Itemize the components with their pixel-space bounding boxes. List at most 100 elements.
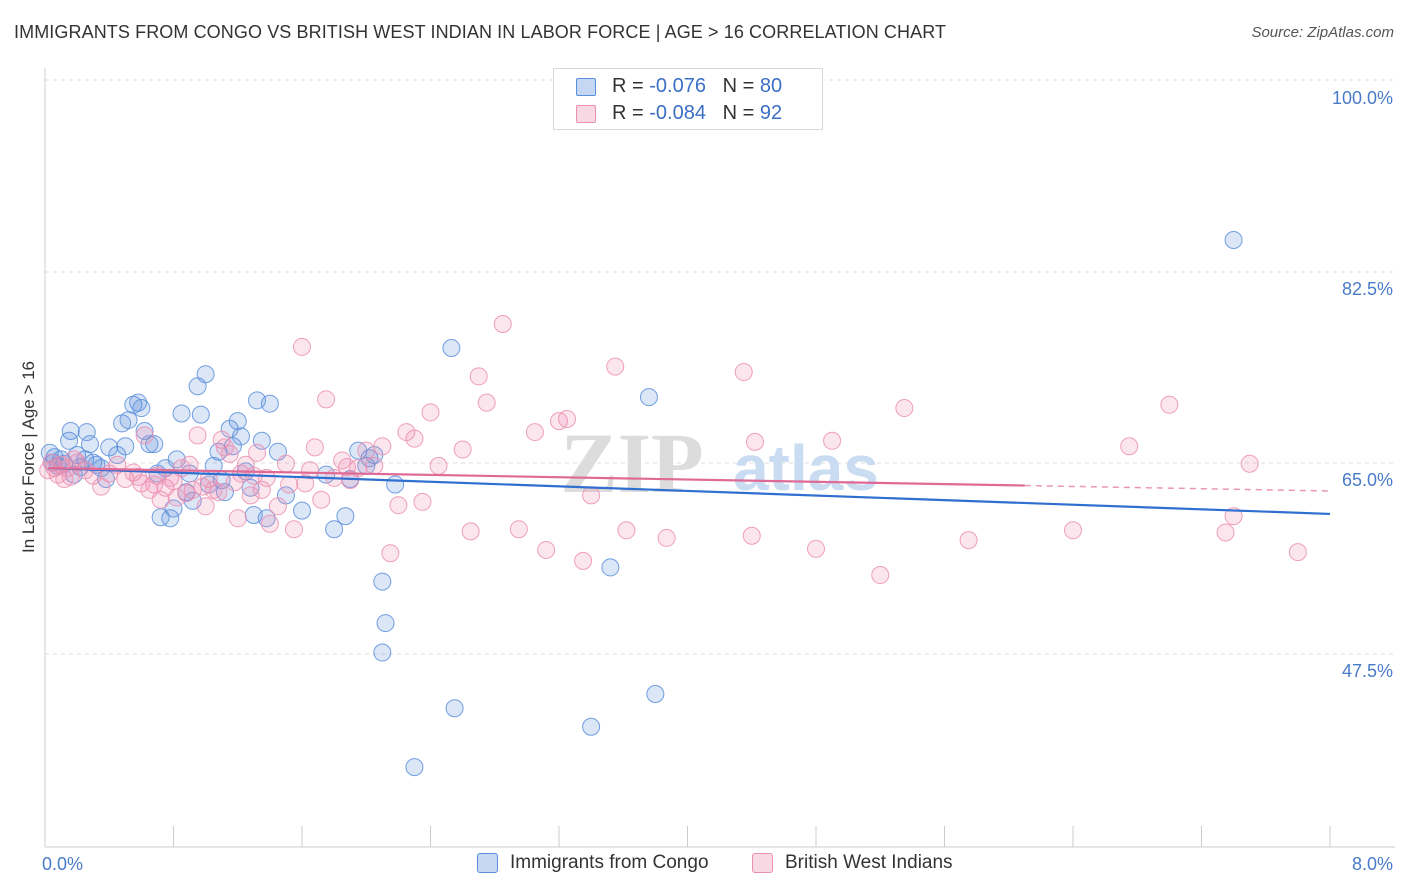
data-point xyxy=(119,411,138,430)
data-point xyxy=(336,507,355,526)
data-point xyxy=(389,496,408,515)
data-point xyxy=(1224,230,1243,249)
data-point xyxy=(209,483,228,502)
data-point xyxy=(135,426,154,445)
data-point xyxy=(745,432,764,451)
data-point xyxy=(421,403,440,422)
trend-line-bwi-extrapolated xyxy=(1024,484,1331,492)
data-point xyxy=(64,465,83,484)
x-tick-label: 0.0% xyxy=(42,854,83,874)
data-point xyxy=(196,365,215,384)
data-point xyxy=(252,431,271,450)
legend-swatch-bwi xyxy=(752,853,773,873)
data-point xyxy=(193,477,212,496)
data-point xyxy=(1224,507,1243,526)
r-value-bwi: -0.084 xyxy=(649,102,706,124)
r-label: R = xyxy=(612,75,644,97)
r-value-congo: -0.076 xyxy=(649,75,706,97)
data-point xyxy=(646,685,665,704)
data-point xyxy=(228,509,247,528)
data-point xyxy=(252,480,271,499)
data-point xyxy=(734,363,753,382)
data-point xyxy=(493,315,512,334)
data-point xyxy=(231,427,250,446)
data-point xyxy=(807,539,825,558)
data-point xyxy=(1160,395,1179,414)
data-point xyxy=(1288,543,1307,562)
data-point xyxy=(167,488,186,507)
data-point xyxy=(537,540,556,559)
data-point xyxy=(172,404,191,423)
bwi-swatch xyxy=(576,105,596,123)
data-point xyxy=(183,480,202,499)
trend-line-bwi xyxy=(48,466,1025,487)
data-point xyxy=(220,444,239,463)
data-point xyxy=(191,405,210,424)
data-point xyxy=(260,394,279,413)
data-point xyxy=(257,468,276,487)
data-point xyxy=(574,551,593,570)
data-point xyxy=(228,412,247,431)
data-point xyxy=(317,390,336,409)
data-point xyxy=(325,520,344,539)
trend-lines xyxy=(48,466,1331,516)
y-axis-title: In Labor Force | Age > 16 xyxy=(19,361,38,553)
data-point xyxy=(92,477,111,496)
bottom-legend: Immigrants from Congo British West India… xyxy=(0,852,1406,878)
data-point xyxy=(241,486,260,505)
data-point xyxy=(248,443,267,462)
data-point xyxy=(204,480,223,499)
watermark-zip: ZIP xyxy=(560,415,703,511)
chart-title: IMMIGRANTS FROM CONGO VS BRITISH WEST IN… xyxy=(14,22,947,42)
congo-swatch xyxy=(576,78,596,96)
r-label: R = xyxy=(612,102,644,124)
trend-line-congo xyxy=(48,466,1331,516)
data-point xyxy=(601,558,620,577)
data-point xyxy=(442,339,461,358)
y-tick-label: 47.5% xyxy=(1342,661,1393,681)
data-point xyxy=(453,440,472,459)
data-point xyxy=(376,614,395,633)
data-point xyxy=(381,544,400,563)
data-point xyxy=(61,421,80,440)
data-point xyxy=(260,514,279,533)
legend-swatch-congo xyxy=(477,853,498,873)
data-point xyxy=(164,499,183,518)
data-point xyxy=(582,486,601,505)
data-point xyxy=(606,357,625,376)
data-point xyxy=(469,367,488,386)
data-point xyxy=(365,456,384,475)
data-point xyxy=(525,423,544,442)
data-point xyxy=(257,509,276,528)
data-point xyxy=(293,337,311,356)
data-point xyxy=(742,526,761,545)
data-point xyxy=(558,409,577,428)
data-point xyxy=(188,426,207,445)
y-tick-label: 100.0% xyxy=(1332,88,1393,108)
data-point xyxy=(284,520,303,539)
data-point xyxy=(871,566,890,585)
y-tick-label: 65.0% xyxy=(1342,470,1393,490)
data-point xyxy=(132,399,151,418)
legend-label-bwi: British West Indians xyxy=(785,852,953,873)
data-point xyxy=(312,490,331,509)
data-point xyxy=(405,429,424,448)
tick-labels: 100.0% 82.5% 65.0% 47.5% 0.0% 8.0% xyxy=(42,88,1393,874)
data-point xyxy=(477,393,496,412)
data-point xyxy=(1216,523,1235,542)
data-point xyxy=(77,423,96,442)
data-point xyxy=(582,717,601,736)
data-point xyxy=(1120,437,1139,456)
n-value-congo: 80 xyxy=(759,75,783,97)
n-label: N = xyxy=(722,102,755,124)
data-point xyxy=(276,454,295,473)
data-point xyxy=(1240,454,1259,473)
legend-label-congo: Immigrants from Congo xyxy=(510,852,709,873)
n-label: N = xyxy=(722,75,755,97)
data-point xyxy=(215,483,234,502)
data-point xyxy=(80,435,99,454)
data-point xyxy=(413,492,432,511)
data-point xyxy=(1064,521,1082,540)
data-point xyxy=(895,399,914,418)
